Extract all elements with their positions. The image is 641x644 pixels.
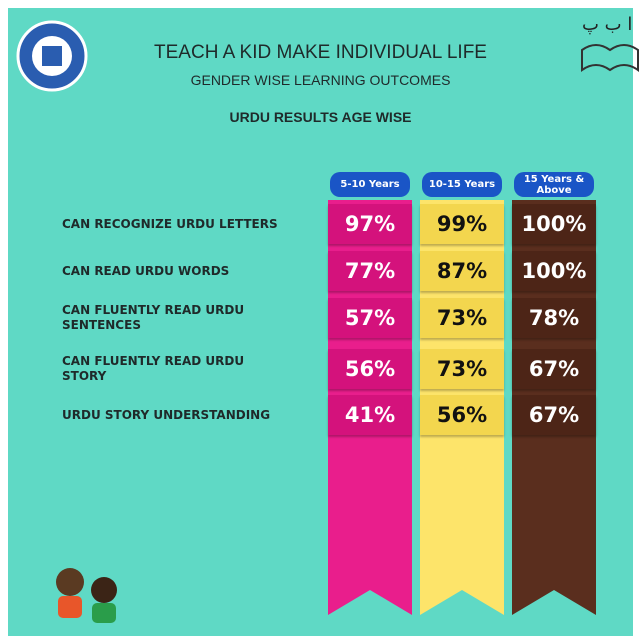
row-label: CAN FLUENTLY READ URDU SENTENCES [62, 298, 282, 338]
kid-body [92, 603, 116, 623]
value-cell: 99% [420, 204, 504, 244]
row-label: CAN RECOGNIZE URDU LETTERS [62, 204, 282, 244]
value-cell: 41% [328, 395, 412, 435]
column-header: 15 Years & Above [514, 172, 594, 197]
column-header: 10-15 Years [422, 172, 502, 197]
value-cell: 56% [420, 395, 504, 435]
kid-body [58, 596, 82, 618]
value-cell: 73% [420, 298, 504, 338]
section-title: URDU RESULTS AGE WISE [0, 109, 641, 125]
kid-head [91, 577, 117, 603]
value-cell: 87% [420, 251, 504, 291]
value-cell: 97% [328, 204, 412, 244]
title: TEACH A KID MAKE INDIVIDUAL LIFE [0, 42, 641, 64]
urdu-letters: ا ب پ [582, 14, 632, 35]
value-cell: 78% [512, 298, 596, 338]
value-cell: 100% [512, 204, 596, 244]
value-cell: 73% [420, 349, 504, 389]
column-header: 5-10 Years [330, 172, 410, 197]
row-label: URDU STORY UNDERSTANDING [62, 395, 282, 435]
kid-head [56, 568, 84, 596]
subtitle: GENDER WISE LEARNING OUTCOMES [0, 72, 641, 88]
row-label: CAN READ URDU WORDS [62, 251, 282, 291]
value-cell: 100% [512, 251, 596, 291]
page: TEACH A KID MAKE INDIVIDUAL LIFE GENDER … [0, 0, 641, 644]
value-cell: 67% [512, 395, 596, 435]
value-cell: 56% [328, 349, 412, 389]
value-cell: 77% [328, 251, 412, 291]
value-cell: 57% [328, 298, 412, 338]
value-cell: 67% [512, 349, 596, 389]
row-label: CAN FLUENTLY READ URDU STORY [62, 349, 282, 389]
